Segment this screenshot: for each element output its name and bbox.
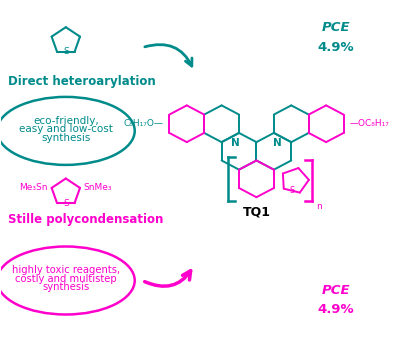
Text: S: S xyxy=(289,186,294,195)
Text: synthesis: synthesis xyxy=(42,282,89,292)
Text: costly and multistep: costly and multistep xyxy=(15,274,117,284)
Text: easy and low-cost: easy and low-cost xyxy=(19,124,113,134)
Text: highly toxic reagents,: highly toxic reagents, xyxy=(12,265,120,275)
Text: PCE: PCE xyxy=(322,284,350,297)
Text: n: n xyxy=(316,202,322,211)
Text: eco-friendly,: eco-friendly, xyxy=(33,116,98,126)
Text: Me₃Sn: Me₃Sn xyxy=(19,183,48,192)
FancyArrowPatch shape xyxy=(145,271,191,286)
Text: synthesis: synthesis xyxy=(41,133,91,143)
Text: 4.9%: 4.9% xyxy=(318,303,354,316)
Text: Stille polycondensation: Stille polycondensation xyxy=(8,213,164,226)
Text: S: S xyxy=(63,47,69,56)
Text: S: S xyxy=(63,199,69,208)
FancyArrowPatch shape xyxy=(145,45,192,66)
Text: N: N xyxy=(273,138,282,148)
Text: N: N xyxy=(231,138,240,148)
Text: 4.9%: 4.9% xyxy=(318,41,354,54)
Text: —OC₈H₁₇: —OC₈H₁₇ xyxy=(350,119,390,128)
Text: SnMe₃: SnMe₃ xyxy=(84,183,112,192)
Text: PCE: PCE xyxy=(322,21,350,34)
Text: Direct heteroarylation: Direct heteroarylation xyxy=(8,75,156,88)
Text: TQ1: TQ1 xyxy=(242,205,270,218)
Text: C₈H₁₇O—: C₈H₁₇O— xyxy=(123,119,163,128)
